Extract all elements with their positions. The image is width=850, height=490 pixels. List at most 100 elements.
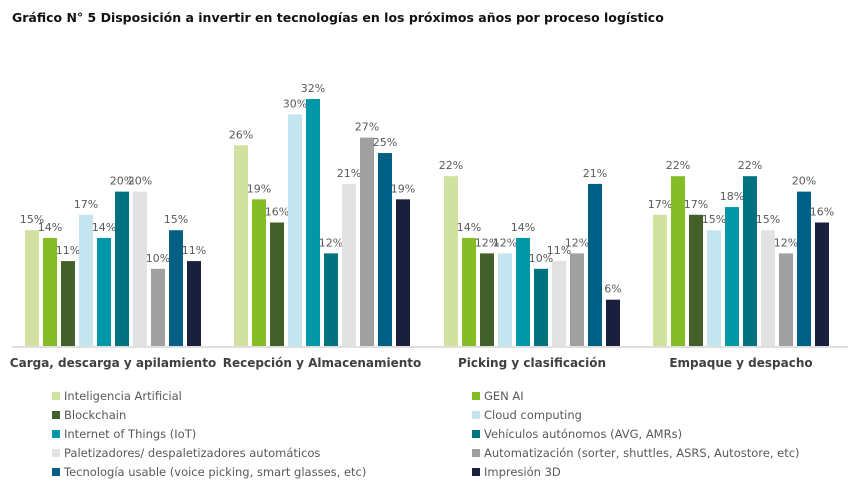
data-label: 22%	[666, 159, 690, 172]
data-label: 15%	[164, 213, 188, 226]
data-label: 14%	[92, 221, 116, 234]
legend-swatch	[472, 430, 480, 438]
data-label: 12%	[565, 236, 589, 249]
bar	[534, 268, 548, 346]
legend-label: Impresión 3D	[484, 465, 561, 479]
data-label: 21%	[583, 167, 607, 180]
data-label: 18%	[720, 190, 744, 203]
x-tick-label: Empaque y despacho	[669, 356, 812, 370]
x-tick-label: Picking y clasificación	[458, 356, 606, 370]
legend-label: Blockchain	[64, 408, 126, 422]
bar	[743, 176, 757, 346]
data-label: 15%	[756, 213, 780, 226]
bar	[462, 237, 476, 346]
legend-swatch	[52, 449, 60, 457]
data-label: 20%	[792, 175, 816, 188]
legend-swatch	[52, 468, 60, 476]
bar	[288, 114, 302, 346]
bar	[606, 299, 620, 346]
bar	[671, 176, 685, 346]
data-label: 16%	[265, 206, 289, 219]
legend-swatch	[472, 468, 480, 476]
data-label: 30%	[283, 97, 307, 110]
bar	[43, 237, 57, 346]
data-label: 19%	[391, 182, 415, 195]
bar	[61, 261, 75, 346]
bar	[169, 230, 183, 346]
data-label: 19%	[247, 182, 271, 195]
x-tick-label: Recepción y Almacenamiento	[223, 356, 422, 370]
data-label: 21%	[337, 167, 361, 180]
data-label: 11%	[56, 244, 80, 257]
data-label: 32%	[301, 82, 325, 95]
bar	[707, 230, 721, 346]
bar	[653, 214, 667, 346]
bar	[779, 253, 793, 346]
legend-swatch	[52, 392, 60, 400]
data-label: 12%	[475, 236, 499, 249]
data-label: 22%	[439, 159, 463, 172]
legend-label: GEN AI	[484, 389, 524, 403]
bar	[396, 199, 410, 346]
legend-label: Paletizadores/ despaletizadores automáti…	[64, 446, 320, 460]
data-label: 15%	[702, 213, 726, 226]
bar	[570, 253, 584, 346]
data-label: 22%	[738, 159, 762, 172]
legend-swatch	[472, 411, 480, 419]
legend-swatch	[52, 411, 60, 419]
bar	[324, 253, 338, 346]
bar	[761, 230, 775, 346]
bar	[516, 237, 530, 346]
legend-label: Automatización (sorter, shuttles, ASRS, …	[484, 446, 800, 460]
data-label: 20%	[110, 175, 134, 188]
legend-label: Internet of Things (IoT)	[64, 427, 196, 441]
bar	[252, 199, 266, 346]
data-label: 12%	[493, 236, 517, 249]
data-label: 27%	[355, 121, 379, 134]
data-label: 10%	[146, 252, 170, 265]
data-label: 17%	[648, 198, 672, 211]
legend-label: Cloud computing	[484, 408, 582, 422]
data-label: 10%	[529, 252, 553, 265]
bar	[79, 214, 93, 346]
data-label: 16%	[810, 206, 834, 219]
data-label: 15%	[20, 213, 44, 226]
legend-label: Tecnología usable (voice picking, smart …	[63, 465, 366, 479]
legend-label: Vehículos autónomos (AVG, AMRs)	[484, 427, 682, 441]
data-label: 11%	[547, 244, 571, 257]
bar	[133, 191, 147, 346]
bar	[815, 222, 829, 346]
bar	[444, 176, 458, 346]
bar	[97, 237, 111, 346]
data-label: 20%	[128, 175, 152, 188]
bar	[187, 261, 201, 346]
bar	[588, 183, 602, 346]
bar	[270, 222, 284, 346]
data-label: 14%	[457, 221, 481, 234]
legend-swatch	[472, 449, 480, 457]
bar	[498, 253, 512, 346]
data-label: 12%	[319, 236, 343, 249]
data-label: 14%	[38, 221, 62, 234]
legend-swatch	[472, 392, 480, 400]
chart-title: Gráfico N° 5 Disposición a invertir en t…	[12, 10, 664, 25]
bar	[797, 191, 811, 346]
data-label: 11%	[182, 244, 206, 257]
data-label: 17%	[74, 198, 98, 211]
data-label: 12%	[774, 236, 798, 249]
bar	[552, 261, 566, 346]
bar	[234, 145, 248, 346]
bar	[115, 191, 129, 346]
x-tick-label: Carga, descarga y apilamiento	[10, 356, 216, 370]
bar	[151, 268, 165, 346]
data-label: 14%	[511, 221, 535, 234]
data-label: 25%	[373, 136, 397, 149]
data-label: 17%	[684, 198, 708, 211]
bar	[360, 137, 374, 346]
legend-label: Inteligencia Artificial	[64, 389, 182, 403]
legend-swatch	[52, 430, 60, 438]
bar	[378, 153, 392, 346]
bar	[480, 253, 494, 346]
